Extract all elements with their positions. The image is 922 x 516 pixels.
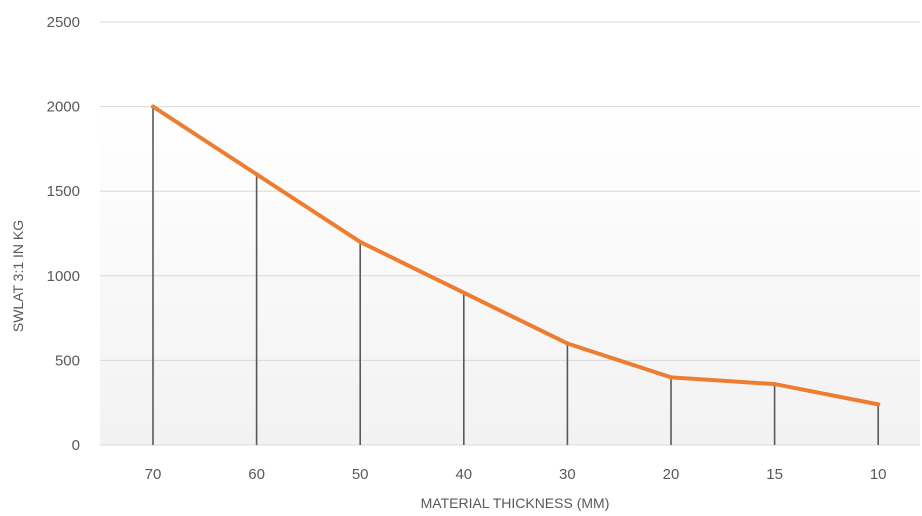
data-point-30 [565, 341, 570, 346]
data-point-10 [876, 402, 881, 407]
x-tick-label-40: 40 [455, 466, 472, 483]
y-tick-label-1000: 1000 [47, 268, 80, 285]
x-axis-tick-labels: 70 60 50 40 30 20 15 10 [145, 466, 887, 483]
y-tick-label-2500: 2500 [47, 14, 80, 31]
data-point-40 [461, 290, 466, 295]
series-line-group [151, 104, 881, 407]
y-axis-title: SWLAT 3:1 IN KG [10, 220, 26, 332]
data-point-15 [772, 382, 777, 387]
x-tick-label-30: 30 [559, 466, 576, 483]
series-line [151, 104, 881, 407]
x-tick-label-20: 20 [663, 466, 680, 483]
y-tick-label-2000: 2000 [47, 99, 80, 116]
y-tick-label-500: 500 [55, 352, 80, 369]
x-axis-title: MATERIAL THICKNESS (MM) [421, 495, 610, 511]
data-point-50 [358, 239, 363, 244]
data-point-70 [151, 104, 155, 109]
x-tick-label-50: 50 [352, 466, 369, 483]
data-point-60 [254, 172, 259, 177]
x-tick-label-60: 60 [248, 466, 265, 483]
x-tick-label-15: 15 [766, 466, 783, 483]
drop-lines [152, 106, 880, 445]
x-tick-label-10: 10 [870, 466, 887, 483]
x-tick-label-70: 70 [145, 466, 162, 483]
y-tick-label-0: 0 [72, 437, 80, 454]
gridlines [100, 21, 920, 446]
data-point-20 [669, 375, 673, 380]
y-tick-label-1500: 1500 [47, 183, 80, 200]
y-axis-tick-labels: 0 500 1000 1500 2000 2500 [47, 14, 80, 454]
